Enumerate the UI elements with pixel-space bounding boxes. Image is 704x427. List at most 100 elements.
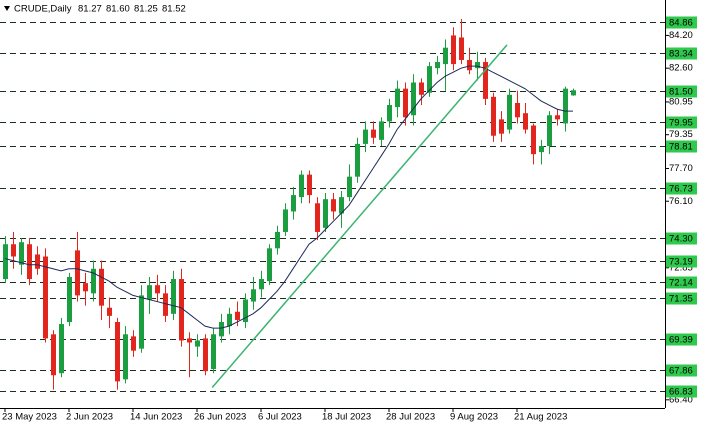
chart-title: CRUDE,Daily (14, 4, 72, 15)
candle-body (115, 322, 120, 382)
level-label: 74.30 (669, 234, 693, 245)
candle-body (363, 129, 368, 144)
candle-body (371, 129, 376, 138)
candle-body (475, 62, 480, 69)
y-tick-label: 66.40 (669, 394, 693, 405)
candle-body (139, 295, 144, 349)
level-label: 72.14 (669, 278, 693, 289)
candle-body (163, 293, 168, 316)
candle-body (403, 88, 408, 118)
candle-body (499, 119, 504, 134)
candle-body (11, 244, 16, 257)
candle-body (283, 209, 288, 232)
candle-body (91, 268, 96, 294)
candle-body (43, 256, 48, 339)
x-tick-label: 6 Jul 2023 (258, 412, 302, 423)
candle-body (323, 199, 328, 228)
y-tick-label: 76.10 (669, 196, 693, 207)
candle-body (251, 289, 256, 302)
level-label-box (666, 16, 697, 29)
candle-body (131, 336, 136, 351)
candle-body (347, 176, 352, 198)
level-label-box (666, 232, 697, 245)
candle-body (235, 311, 240, 320)
candle-body (491, 96, 496, 136)
candle-body (331, 199, 336, 212)
x-tick-label: 18 Jul 2023 (322, 412, 371, 423)
level-label: 66.83 (669, 387, 693, 398)
candle-body (315, 203, 320, 232)
x-tick-label: 9 Aug 2023 (450, 412, 498, 423)
level-label-box (666, 255, 697, 268)
candle-body (515, 102, 520, 118)
level-label: 67.86 (669, 366, 693, 377)
collapse-icon (4, 6, 10, 11)
y-tick-label: 84.20 (669, 30, 693, 41)
candle-body (291, 195, 296, 212)
candle-body (211, 334, 216, 370)
y-tick-label: 82.60 (669, 63, 693, 74)
candle-body (555, 115, 560, 120)
candle-body (395, 88, 400, 108)
candle-body (155, 285, 160, 294)
candle-body (195, 340, 200, 347)
candle-body (443, 47, 448, 65)
candle-body (547, 115, 552, 146)
candle-body (379, 121, 384, 140)
level-label: 79.95 (669, 118, 693, 129)
candle-body (107, 307, 112, 316)
level-label-box (666, 116, 697, 129)
level-label-box (666, 140, 697, 153)
y-tick-label: 80.95 (669, 96, 693, 107)
candle-body (571, 90, 576, 96)
candle-body (19, 242, 24, 265)
candle-body (411, 82, 416, 116)
x-tick-label: 21 Aug 2023 (514, 412, 567, 423)
level-label-box (666, 182, 697, 195)
candle-body (523, 113, 528, 130)
level-label: 73.19 (669, 257, 693, 268)
candle-body (35, 254, 40, 269)
y-tick-label: 79.35 (669, 129, 693, 140)
candle-body (483, 62, 488, 99)
candle-body (219, 322, 224, 337)
candle-body (203, 338, 208, 372)
candle-body (507, 94, 512, 130)
level-label: 71.35 (669, 294, 693, 305)
candle-body (451, 35, 456, 65)
candle-body (307, 174, 312, 196)
candle-body (267, 248, 272, 282)
level-label-box (666, 276, 697, 289)
y-tick-label: 77.70 (669, 163, 693, 174)
candle-body (123, 334, 128, 380)
level-label: 69.39 (669, 335, 693, 346)
x-tick-label: 23 May 2023 (2, 412, 57, 423)
candle-body (99, 268, 104, 306)
candle-body (59, 324, 64, 374)
candle-body (419, 82, 424, 95)
ohlc-value: 81.52 (162, 4, 186, 15)
candle-body (539, 145, 544, 153)
ohlc-value: 81.25 (134, 4, 158, 15)
candle-body (355, 143, 360, 177)
x-tick-label: 28 Jul 2023 (386, 412, 435, 423)
level-label-box (666, 47, 697, 60)
candle-body (171, 279, 176, 314)
candle-body (275, 231, 280, 249)
level-label: 81.50 (669, 87, 693, 98)
candle-body (299, 174, 304, 198)
candle-body (27, 244, 32, 280)
trend-line (211, 44, 508, 389)
candle-body (259, 279, 264, 290)
candle-body (51, 334, 56, 376)
candle-body (147, 285, 152, 300)
ohlc-value: 81.27 (78, 4, 102, 15)
candle-body (243, 299, 248, 323)
candle-body (387, 105, 392, 122)
candle-body (459, 37, 464, 60)
level-label-box (666, 333, 697, 346)
candle-body (83, 283, 88, 292)
candle-body (179, 279, 184, 341)
candle-body (339, 197, 344, 214)
